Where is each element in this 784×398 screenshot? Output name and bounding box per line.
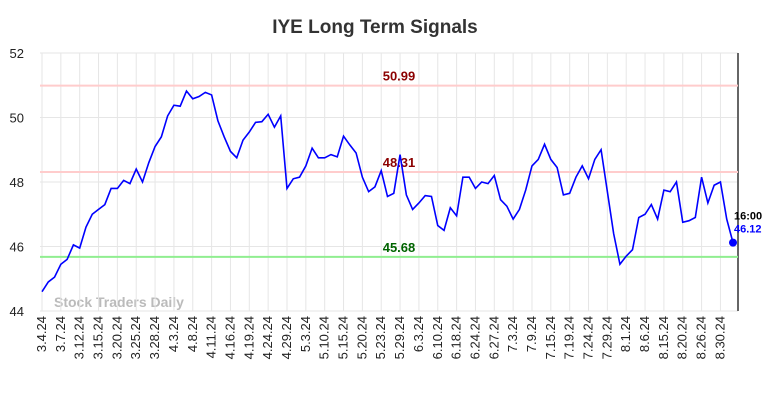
x-tick-label: 8.20.24 xyxy=(675,316,690,359)
x-tick-label: 8.6.24 xyxy=(637,316,652,352)
x-tick-label: 6.18.24 xyxy=(449,316,464,359)
y-tick-label: 50 xyxy=(10,111,24,126)
x-tick-label: 5.20.24 xyxy=(354,316,369,359)
x-tick-label: 4.24.24 xyxy=(260,316,275,359)
y-tick-label: 48 xyxy=(10,175,24,190)
chart-title: IYE Long Term Signals xyxy=(272,17,478,38)
x-tick-label: 4.3.24 xyxy=(166,316,181,352)
x-tick-label: 4.19.24 xyxy=(241,316,256,359)
x-tick-label: 5.29.24 xyxy=(392,316,407,359)
x-tick-label: 4.8.24 xyxy=(185,316,200,352)
x-tick-label: 7.9.24 xyxy=(524,316,539,352)
x-tick-label: 6.27.24 xyxy=(486,316,501,359)
last-point xyxy=(729,238,737,247)
price-line xyxy=(41,89,734,293)
x-tick-label: 8.15.24 xyxy=(656,316,671,359)
x-tick-label: 3.20.24 xyxy=(109,316,124,359)
watermark: Stock Traders Daily xyxy=(54,294,184,310)
x-tick-label: 7.24.24 xyxy=(581,316,596,359)
x-tick-label: 8.1.24 xyxy=(618,316,633,352)
x-tick-label: 8.30.24 xyxy=(712,316,727,359)
x-tick-label: 5.10.24 xyxy=(317,316,332,359)
x-tick-label: 7.15.24 xyxy=(543,316,558,359)
x-tick-label: 4.29.24 xyxy=(279,316,294,359)
x-tick-label: 6.24.24 xyxy=(467,316,482,359)
x-tick-label: 5.3.24 xyxy=(298,316,313,352)
level-label: 45.68 xyxy=(383,240,416,255)
last-time-label: 16:00 xyxy=(734,211,762,223)
y-tick-label: 52 xyxy=(10,46,24,61)
x-tick-label: 4.16.24 xyxy=(222,316,237,359)
y-tick-label: 44 xyxy=(10,304,24,319)
x-tick-label: 5.23.24 xyxy=(373,316,388,359)
x-tick-label: 3.12.24 xyxy=(72,316,87,359)
x-tick-label: 7.29.24 xyxy=(599,316,614,359)
x-tick-label: 3.15.24 xyxy=(91,316,106,359)
last-value-label: 46.12 xyxy=(734,224,762,236)
x-tick-label: 5.15.24 xyxy=(336,316,351,359)
x-tick-label: 3.25.24 xyxy=(128,316,143,359)
y-tick-label: 46 xyxy=(10,240,24,255)
x-tick-label: 3.28.24 xyxy=(147,316,162,359)
x-tick-label: 7.19.24 xyxy=(562,316,577,359)
x-tick-label: 6.3.24 xyxy=(411,316,426,352)
x-tick-label: 3.7.24 xyxy=(53,316,68,352)
level-label: 50.99 xyxy=(383,69,416,84)
x-tick-label: 3.4.24 xyxy=(34,316,49,352)
x-tick-label: 6.10.24 xyxy=(430,316,445,359)
grid xyxy=(40,52,738,312)
x-tick-label: 4.11.24 xyxy=(204,316,219,358)
x-tick-label: 7.3.24 xyxy=(505,316,520,352)
x-tick-label: 8.26.24 xyxy=(694,316,709,359)
